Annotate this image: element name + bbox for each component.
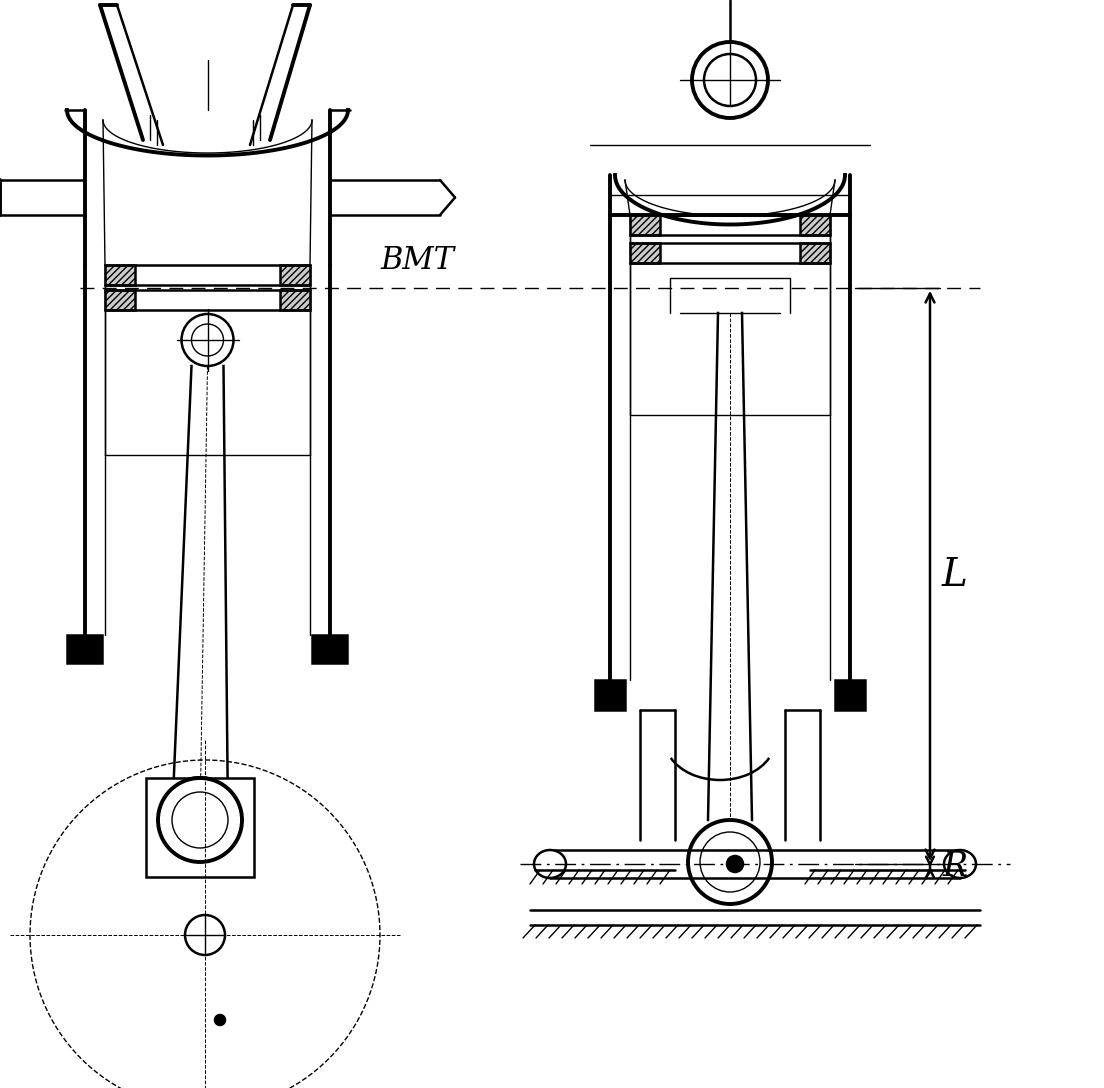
Ellipse shape [534, 850, 566, 878]
Bar [146, 778, 254, 877]
Circle shape [158, 778, 242, 862]
Circle shape [692, 42, 768, 118]
Bar [67, 635, 102, 663]
Ellipse shape [944, 850, 976, 878]
Bar [105, 290, 135, 310]
Text: BMT: BMT [380, 245, 454, 276]
Text: L: L [942, 557, 968, 594]
Circle shape [185, 915, 225, 955]
Bar [800, 215, 830, 235]
Bar [280, 265, 310, 285]
Bar [595, 680, 625, 710]
Bar [312, 635, 347, 663]
Circle shape [704, 54, 756, 106]
Circle shape [728, 856, 743, 871]
Circle shape [215, 1015, 225, 1025]
Bar [835, 680, 866, 710]
Circle shape [158, 778, 242, 862]
Bar [105, 265, 135, 285]
Bar [280, 290, 310, 310]
Circle shape [181, 314, 234, 366]
Circle shape [191, 324, 223, 356]
Bar [800, 243, 830, 263]
Bar [630, 243, 660, 263]
Circle shape [172, 792, 229, 848]
Bar [630, 215, 660, 235]
Circle shape [172, 792, 229, 848]
Circle shape [700, 832, 760, 892]
Text: R: R [942, 851, 967, 883]
Circle shape [688, 820, 772, 904]
